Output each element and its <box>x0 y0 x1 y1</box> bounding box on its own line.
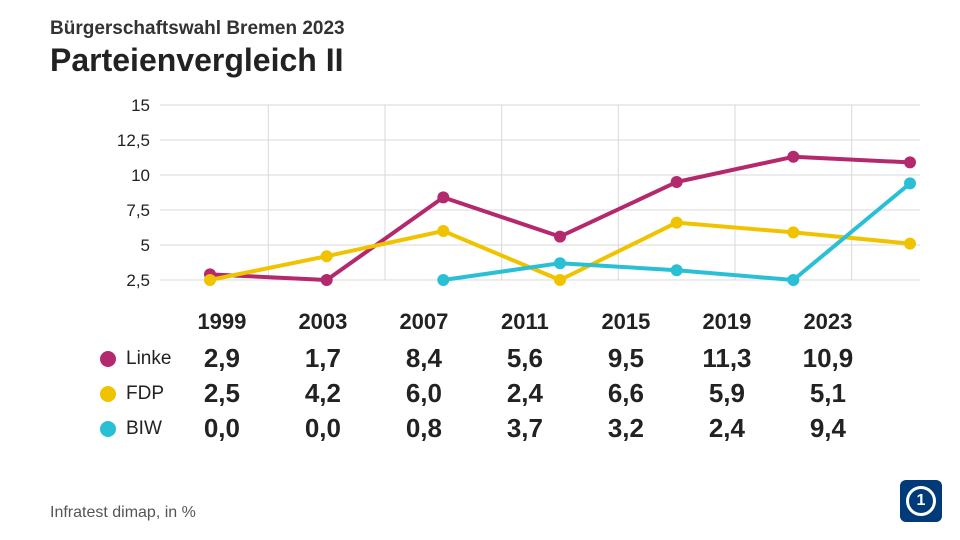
y-axis-label: 5 <box>141 236 150 255</box>
series-marker-biw <box>904 177 916 189</box>
chart-title: Parteienvergleich II <box>50 42 960 79</box>
party-label: Linke <box>126 348 171 369</box>
year-row: 1999200320072011201520192023 <box>0 305 878 341</box>
series-marker-fdp <box>671 217 683 229</box>
series-marker-linke <box>671 176 683 188</box>
data-row-fdp: FDP 2,54,26,02,46,65,95,1 <box>0 376 878 411</box>
data-cell: 9,5 <box>575 341 676 376</box>
broadcaster-logo: 1 <box>900 480 942 522</box>
y-axis-label: 15 <box>131 96 150 115</box>
data-row-biw: BIW0,00,00,83,73,22,49,4 <box>0 411 878 446</box>
series-marker-linke <box>787 151 799 163</box>
year-header: 2003 <box>272 305 373 341</box>
data-cell: 2,5 <box>171 376 272 411</box>
data-cell: 2,4 <box>474 376 575 411</box>
party-label: FDP <box>126 383 164 404</box>
series-marker-fdp <box>321 250 333 262</box>
data-cell: 0,0 <box>272 411 373 446</box>
legend-swatch-biw <box>100 421 116 437</box>
series-marker-linke <box>554 231 566 243</box>
series-marker-linke <box>437 191 449 203</box>
data-cell: 2,9 <box>171 341 272 376</box>
chart-header: Bürgerschaftswahl Bremen 2023 Parteienve… <box>0 0 960 83</box>
data-cell: 4,2 <box>272 376 373 411</box>
series-marker-linke <box>321 274 333 286</box>
data-cell: 5,1 <box>777 376 878 411</box>
series-marker-fdp <box>904 238 916 250</box>
series-marker-fdp <box>437 225 449 237</box>
series-marker-linke <box>904 156 916 168</box>
year-header: 2015 <box>575 305 676 341</box>
data-cell: 8,4 <box>373 341 474 376</box>
data-cell: 1,7 <box>272 341 373 376</box>
series-marker-biw <box>671 264 683 276</box>
y-axis-label: 7,5 <box>126 201 150 220</box>
legend-swatch-fdp <box>100 386 116 402</box>
series-marker-biw <box>437 274 449 286</box>
series-marker-biw <box>554 257 566 269</box>
data-cell: 0,0 <box>171 411 272 446</box>
data-cell: 2,4 <box>676 411 777 446</box>
data-cell: 5,9 <box>676 376 777 411</box>
data-cell: 10,9 <box>777 341 878 376</box>
legend-swatch-linke <box>100 351 116 367</box>
data-cell: 3,7 <box>474 411 575 446</box>
year-header: 2007 <box>373 305 474 341</box>
data-cell: 3,2 <box>575 411 676 446</box>
data-cell: 9,4 <box>777 411 878 446</box>
year-header: 2023 <box>777 305 878 341</box>
y-axis-label: 12,5 <box>117 131 150 150</box>
series-marker-biw <box>787 274 799 286</box>
data-cell: 0,8 <box>373 411 474 446</box>
data-cell: 6,0 <box>373 376 474 411</box>
party-label: BIW <box>126 418 162 439</box>
data-row-linke: Linke2,91,78,45,69,511,310,9 <box>0 341 878 376</box>
logo-icon: 1 <box>906 486 936 516</box>
year-header: 2019 <box>676 305 777 341</box>
chart-canvas: 2,5 5 7,5 10 12,5 15 <box>0 95 960 305</box>
data-cell: 5,6 <box>474 341 575 376</box>
y-axis-label: 2,5 <box>126 271 150 290</box>
series-marker-fdp <box>787 226 799 238</box>
year-header: 2011 <box>474 305 575 341</box>
data-table: 1999200320072011201520192023Linke2,91,78… <box>0 305 960 446</box>
line-chart: 2,5 5 7,5 10 12,5 15 <box>0 95 960 305</box>
y-axis-label: 10 <box>131 166 150 185</box>
data-cell: 6,6 <box>575 376 676 411</box>
series-marker-fdp <box>204 274 216 286</box>
chart-subtitle: Bürgerschaftswahl Bremen 2023 <box>50 18 960 40</box>
data-cell: 11,3 <box>676 341 777 376</box>
chart-source: Infratest dimap, in % <box>50 504 196 522</box>
series-marker-fdp <box>554 274 566 286</box>
year-header: 1999 <box>171 305 272 341</box>
